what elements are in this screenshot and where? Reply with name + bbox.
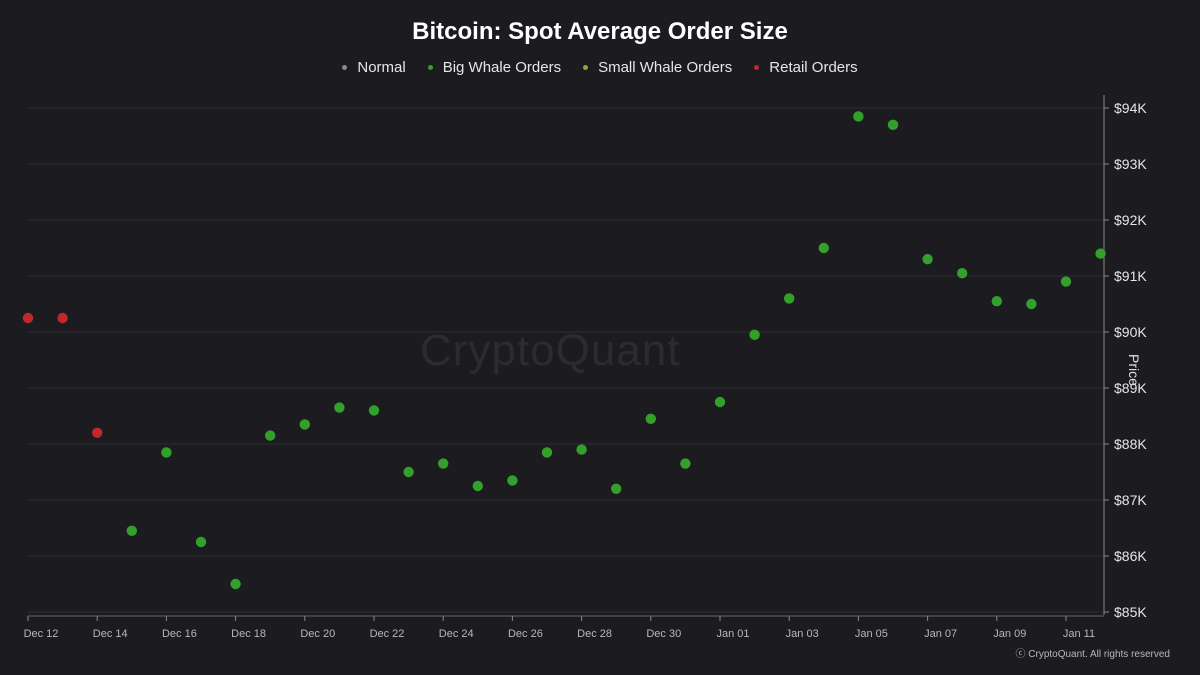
legend: Normal Big Whale Orders Small Whale Orde… [0, 59, 1200, 76]
legend-label: Small Whale Orders [598, 59, 733, 76]
data-point-big-whale-orders [161, 447, 172, 458]
x-tick-label: Dec 24 [439, 628, 474, 640]
data-point-big-whale-orders [645, 413, 656, 424]
data-point-retail-orders [22, 312, 34, 324]
legend-item-normal[interactable]: Normal [342, 59, 406, 76]
data-point-big-whale-orders [403, 466, 414, 478]
data-point-big-whale-orders [1026, 298, 1037, 310]
data-point-big-whale-orders [472, 480, 483, 492]
x-tick-label: Dec 16 [162, 628, 197, 640]
legend-item-retail[interactable]: Retail Orders [754, 59, 858, 76]
data-point-big-whale-orders [922, 254, 933, 265]
y-tick-label: $93K [1114, 156, 1147, 172]
watermark: CryptoQuant [420, 326, 681, 375]
data-point-big-whale-orders [368, 405, 380, 416]
legend-dot-icon [427, 65, 433, 70]
data-point-big-whale-orders [507, 475, 518, 486]
x-tick-label: Dec 28 [577, 628, 612, 640]
legend-dot-icon [583, 65, 589, 70]
x-tick-label: Dec 22 [370, 628, 405, 640]
y-tick-label: $92K [1114, 212, 1147, 228]
data-point-retail-orders [57, 312, 68, 324]
legend-label: Big Whale Orders [442, 59, 562, 76]
data-point-big-whale-orders [1060, 276, 1072, 287]
data-point-big-whale-orders [680, 458, 691, 469]
x-tick-label: Dec 18 [231, 628, 266, 640]
data-point-big-whale-orders [714, 396, 726, 408]
legend-dot-icon [342, 65, 348, 70]
data-point-big-whale-orders [541, 447, 553, 458]
data-point-retail-orders [92, 427, 103, 438]
data-point-big-whale-orders [1095, 248, 1106, 259]
chart-title: Bitcoin: Spot Average Order Size [412, 18, 788, 45]
data-point-big-whale-orders [126, 525, 137, 536]
legend-item-small-whale[interactable]: Small Whale Orders [583, 59, 732, 76]
y-axis-label: Price [1126, 354, 1142, 386]
y-tick-label: $88K [1114, 436, 1147, 452]
data-point-big-whale-orders [957, 268, 968, 279]
x-tick-label: Jan 09 [993, 628, 1026, 640]
x-tick-label: Dec 20 [300, 628, 335, 640]
legend-label: Retail Orders [769, 59, 858, 76]
data-point-big-whale-orders [818, 242, 829, 254]
legend-item-big-whale[interactable]: Big Whale Orders [427, 59, 562, 76]
data-point-big-whale-orders [784, 293, 795, 304]
x-tick-label: Jan 01 [716, 628, 749, 640]
data-point-big-whale-orders [438, 458, 449, 469]
data-point-big-whale-orders [853, 111, 864, 122]
data-point-big-whale-orders [749, 329, 760, 340]
x-tick-label: Jan 07 [924, 628, 957, 640]
y-tick-label: $85K [1114, 604, 1147, 620]
x-tick-label: Dec 30 [646, 628, 681, 640]
data-point-big-whale-orders [991, 296, 1002, 307]
y-tick-label: $89K [1114, 380, 1147, 396]
data-point-big-whale-orders [334, 402, 345, 413]
x-tick-label: Dec 26 [508, 628, 543, 640]
data-point-big-whale-orders [576, 444, 587, 455]
y-tick-label: $86K [1114, 548, 1147, 564]
data-point-big-whale-orders [195, 536, 207, 548]
x-tick-label: Dec 12 [24, 628, 59, 640]
x-tick-label: Jan 03 [786, 628, 819, 640]
x-tick-label: Jan 05 [855, 628, 888, 640]
data-point-big-whale-orders [611, 483, 622, 494]
y-tick-label: $94K [1114, 100, 1147, 116]
x-tick-label: Jan 11 [1063, 628, 1095, 640]
copyright-footer: ⓒ CryptoQuant. All rights reserved [1015, 649, 1170, 660]
y-tick-label: $90K [1114, 324, 1147, 340]
y-tick-label: $87K [1114, 492, 1147, 508]
data-point-big-whale-orders [299, 419, 310, 430]
x-tick-label: Dec 14 [93, 628, 128, 640]
legend-dot-icon [754, 65, 760, 70]
data-point-big-whale-orders [887, 119, 899, 130]
data-point-big-whale-orders [265, 430, 276, 441]
data-point-big-whale-orders [230, 578, 241, 590]
legend-label: Normal [357, 59, 406, 76]
y-tick-label: $91K [1114, 268, 1147, 284]
